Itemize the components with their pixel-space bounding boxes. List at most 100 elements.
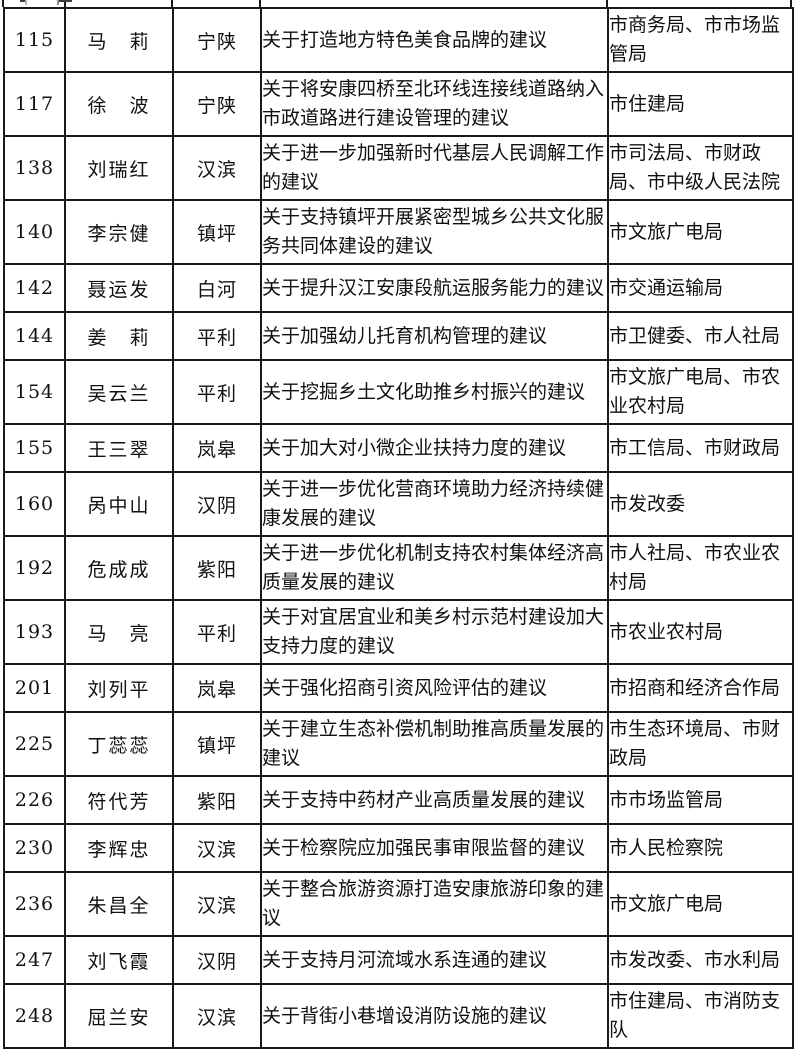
table-row: 144 姜 莉 平利 关于加强幼儿托育机构管理的建议 市卫健委、市人社局: [3, 311, 794, 361]
table-row: 155 王三翠 岚皋 关于加大对小微企业扶持力度的建议 市工信局、市财政局: [3, 423, 794, 473]
table-row: 230 李辉忠 汉滨 关于检察院应加强民事审限监督的建议 市人民检察院: [3, 823, 794, 873]
cell-handling-department: 市文旅广电局: [607, 199, 794, 265]
cell-seq-number: 115: [3, 7, 66, 73]
proposals-table: 115 马 莉 宁陕 关于打造地方特色美食品牌的建议 市商务局、市市场监管局 1…: [3, 7, 794, 1049]
cell-seq-number: 138: [3, 135, 66, 201]
cell-proposal-title: 关于建立生态补偿机制助推高质量发展的建议: [260, 711, 609, 777]
cell-delegate-name: 马 莉: [64, 7, 174, 73]
table-row: 138 刘瑞红 汉滨 关于进一步加强新时代基层人民调解工作的建议 市司法局、市财…: [3, 135, 794, 201]
column-border-stub: [171, 0, 173, 7]
cell-seq-number: 160: [3, 471, 66, 537]
cell-seq-number: 192: [3, 535, 66, 601]
cell-district: 汉滨: [172, 135, 262, 201]
cell-handling-department: 市人民检察院: [607, 823, 794, 873]
cell-seq-number: 154: [3, 359, 66, 425]
table-row: 201 刘列平 岚皋 关于强化招商引资风险评估的建议 市招商和经济合作局: [3, 663, 794, 713]
cell-district: 紫阳: [172, 535, 262, 601]
table-row: 115 马 莉 宁陕 关于打造地方特色美食品牌的建议 市商务局、市市场监管局: [3, 7, 794, 73]
table-row: 140 李宗健 镇坪 关于支持镇坪开展紧密型城乡公共文化服务共同体建设的建议 市…: [3, 199, 794, 265]
cell-delegate-name: 朱昌全: [64, 871, 174, 937]
cell-district: 紫阳: [172, 775, 262, 825]
table-row: 142 聂运发 白河 关于提升汉江安康段航运服务能力的建议 市交通运输局: [3, 263, 794, 313]
cell-seq-number: 225: [3, 711, 66, 777]
cell-handling-department: 市农业农村局: [607, 599, 794, 665]
cell-district: 镇坪: [172, 199, 262, 265]
cell-handling-department: 市人社局、市农业农村局: [607, 535, 794, 601]
cell-seq-number: 193: [3, 599, 66, 665]
cell-seq-number: 144: [3, 311, 66, 361]
cell-seq-number: 142: [3, 263, 66, 313]
column-border-stub: [64, 0, 66, 7]
table-row: 117 徐 波 宁陕 关于将安康四桥至北环线连接线道路纳入市政道路进行建设管理的…: [3, 71, 794, 137]
cell-seq-number: 247: [3, 935, 66, 985]
cell-proposal-title: 关于进一步优化营商环境助力经济持续健康发展的建议: [260, 471, 609, 537]
cell-delegate-name: 徐 波: [64, 71, 174, 137]
cell-district: 宁陕: [172, 71, 262, 137]
cell-proposal-title: 关于支持中药材产业高质量发展的建议: [260, 775, 609, 825]
cell-proposal-title: 关于检察院应加强民事审限监督的建议: [260, 823, 609, 873]
table-row: 225 丁蕊蕊 镇坪 关于建立生态补偿机制助推高质量发展的建议 市生态环境局、市…: [3, 711, 794, 777]
cell-handling-department: 市卫健委、市人社局: [607, 311, 794, 361]
cell-district: 平利: [172, 599, 262, 665]
column-border-stub: [2, 0, 4, 7]
table-row: 226 符代芳 紫阳 关于支持中药材产业高质量发展的建议 市市场监管局: [3, 775, 794, 825]
table-row: 160 呙中山 汉阴 关于进一步优化营商环境助力经济持续健康发展的建议 市发改委: [3, 471, 794, 537]
cell-handling-department: 市招商和经济合作局: [607, 663, 794, 713]
cell-seq-number: 117: [3, 71, 66, 137]
cell-seq-number: 201: [3, 663, 66, 713]
table-row: 247 刘飞霞 汉阴 关于支持月河流域水系连通的建议 市发改委、市水利局: [3, 935, 794, 985]
cell-proposal-title: 关于进一步加强新时代基层人民调解工作的建议: [260, 135, 609, 201]
column-border-stub: [606, 0, 608, 7]
cell-delegate-name: 王三翠: [64, 423, 174, 473]
cell-proposal-title: 关于加大对小微企业扶持力度的建议: [260, 423, 609, 473]
cell-proposal-title: 关于支持月河流域水系连通的建议: [260, 935, 609, 985]
cell-district: 汉滨: [172, 983, 262, 1049]
cell-proposal-title: 关于背街小巷增设消防设施的建议: [260, 983, 609, 1049]
cell-handling-department: 市工信局、市财政局: [607, 423, 794, 473]
cell-handling-department: 市交通运输局: [607, 263, 794, 313]
cell-handling-department: 市发改委: [607, 471, 794, 537]
cell-handling-department: 市住建局: [607, 71, 794, 137]
cell-proposal-title: 关于提升汉江安康段航运服务能力的建议: [260, 263, 609, 313]
cell-handling-department: 市住建局、市消防支队: [607, 983, 794, 1049]
cell-proposal-title: 关于加强幼儿托育机构管理的建议: [260, 311, 609, 361]
cell-delegate-name: 屈兰安: [64, 983, 174, 1049]
cell-delegate-name: 聂运发: [64, 263, 174, 313]
table-row: 192 危成成 紫阳 关于进一步优化机制支持农村集体经济高质量发展的建议 市人社…: [3, 535, 794, 601]
cell-proposal-title: 关于打造地方特色美食品牌的建议: [260, 7, 609, 73]
table-row: 193 马 亮 平利 关于对宜居宜业和美乡村示范村建设加大支持力度的建议 市农业…: [3, 599, 794, 665]
cell-proposal-title: 关于进一步优化机制支持农村集体经济高质量发展的建议: [260, 535, 609, 601]
cell-district: 镇坪: [172, 711, 262, 777]
cell-district: 岚皋: [172, 423, 262, 473]
cell-handling-department: 市市场监管局: [607, 775, 794, 825]
column-border-stub: [259, 0, 261, 7]
cell-district: 汉阴: [172, 471, 262, 537]
cell-proposal-title: 关于挖掘乡土文化助推乡村振兴的建议: [260, 359, 609, 425]
cell-delegate-name: 马 亮: [64, 599, 174, 665]
cell-proposal-title: 关于整合旅游资源打造安康旅游印象的建议: [260, 871, 609, 937]
cell-delegate-name: 危成成: [64, 535, 174, 601]
cell-delegate-name: 李宗健: [64, 199, 174, 265]
cell-proposal-title: 关于对宜居宜业和美乡村示范村建设加大支持力度的建议: [260, 599, 609, 665]
cell-district: 平利: [172, 359, 262, 425]
cell-proposal-title: 关于将安康四桥至北环线连接线道路纳入市政道路进行建设管理的建议: [260, 71, 609, 137]
cell-delegate-name: 吴云兰: [64, 359, 174, 425]
cell-handling-department: 市商务局、市市场监管局: [607, 7, 794, 73]
column-border-stub: [790, 0, 792, 7]
cell-district: 宁陕: [172, 7, 262, 73]
cell-delegate-name: 刘列平: [64, 663, 174, 713]
cell-district: 汉滨: [172, 871, 262, 937]
cell-proposal-title: 关于支持镇坪开展紧密型城乡公共文化服务共同体建设的建议: [260, 199, 609, 265]
scan-artifact-notch: [25, 0, 59, 5]
cell-handling-department: 市司法局、市财政局、市中级人民法院: [607, 135, 794, 201]
cell-district: 汉滨: [172, 823, 262, 873]
proposals-table-body: 115 马 莉 宁陕 关于打造地方特色美食品牌的建议 市商务局、市市场监管局 1…: [3, 7, 794, 1049]
cell-delegate-name: 刘飞霞: [64, 935, 174, 985]
cell-handling-department: 市发改委、市水利局: [607, 935, 794, 985]
cell-delegate-name: 姜 莉: [64, 311, 174, 361]
table-row: 154 吴云兰 平利 关于挖掘乡土文化助推乡村振兴的建议 市文旅广电局、市农业农…: [3, 359, 794, 425]
cell-delegate-name: 符代芳: [64, 775, 174, 825]
cell-delegate-name: 李辉忠: [64, 823, 174, 873]
cell-district: 汉阴: [172, 935, 262, 985]
